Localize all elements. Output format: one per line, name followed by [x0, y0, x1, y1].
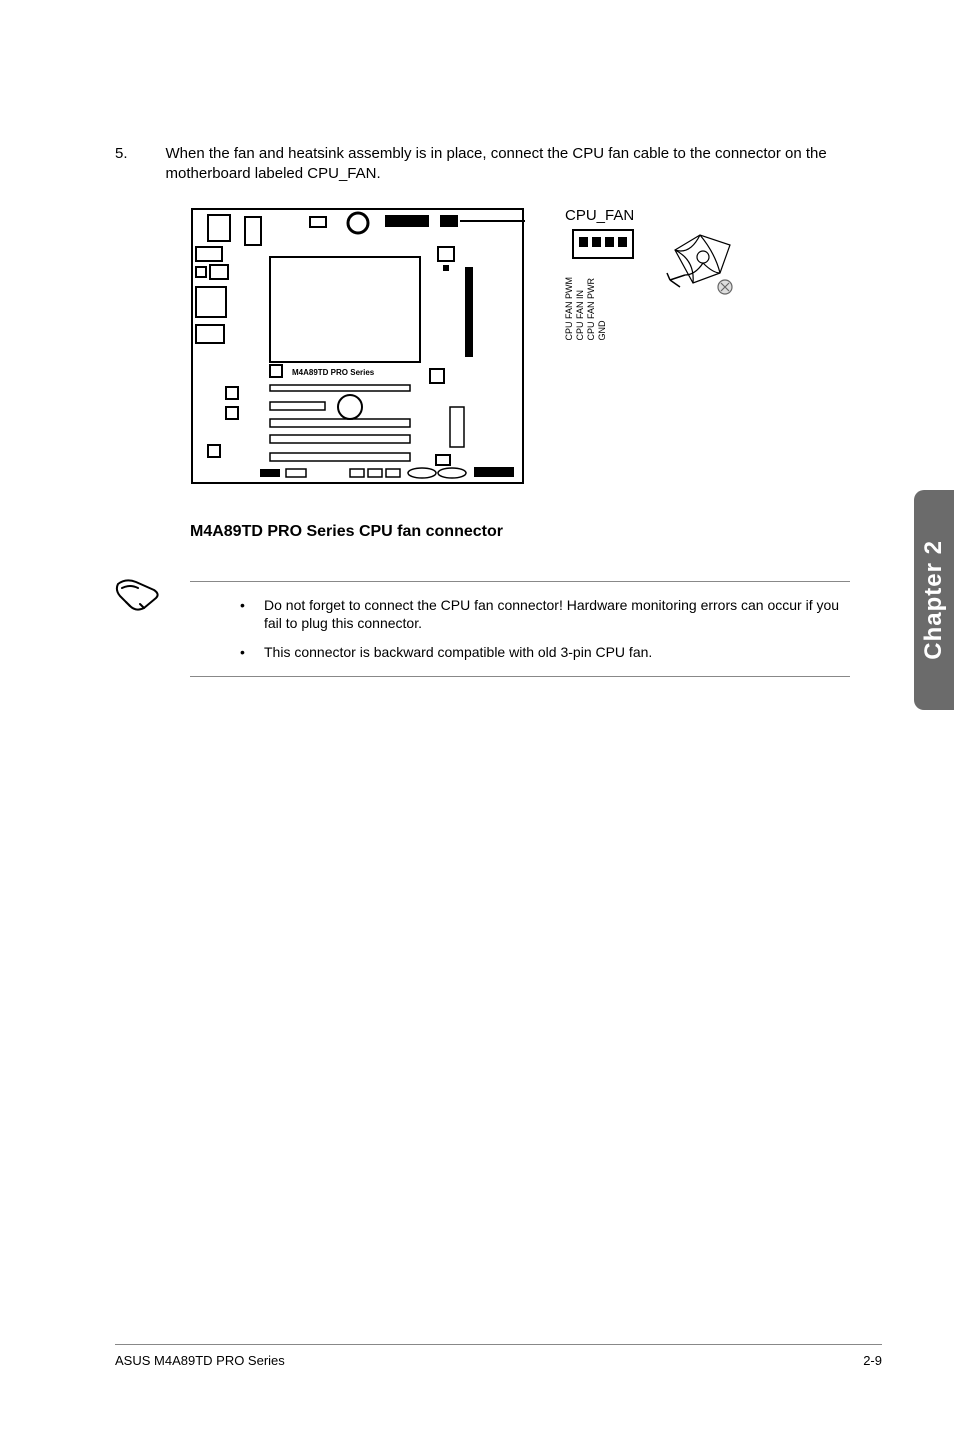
svg-text:M4A89TD PRO Series: M4A89TD PRO Series — [292, 368, 375, 377]
motherboard-svg: M4A89TD PRO Series — [190, 207, 525, 485]
motherboard-diagram: M4A89TD PRO Series — [190, 207, 740, 517]
pin-label: CPU FAN PWM — [564, 277, 574, 341]
chapter-tab: Chapter 2 — [914, 490, 954, 710]
step-number: 5. — [115, 144, 128, 185]
fan-icon — [665, 225, 745, 305]
note-block: Do not forget to connect the CPU fan con… — [190, 581, 850, 678]
note-item: Do not forget to connect the CPU fan con… — [240, 596, 850, 634]
footer-right: 2-9 — [863, 1353, 882, 1368]
note-item: This connector is backward compatible wi… — [240, 643, 850, 662]
pin-labels: CPU FAN PWM CPU FAN IN CPU FAN PWR GND — [564, 277, 607, 341]
connector-header — [572, 229, 634, 259]
pin-label: CPU FAN PWR — [586, 277, 596, 341]
figure-caption: M4A89TD PRO Series CPU fan connector — [190, 523, 855, 541]
footer-left: ASUS M4A89TD PRO Series — [115, 1353, 285, 1368]
pin-label: CPU FAN IN — [575, 277, 585, 341]
page-footer: ASUS M4A89TD PRO Series 2-9 — [115, 1344, 882, 1368]
page-content: 5. When the fan and heatsink assembly is… — [115, 144, 855, 677]
step-text: When the fan and heatsink assembly is in… — [166, 144, 855, 185]
chapter-tab-label: Chapter 2 — [920, 540, 948, 660]
pin-label: GND — [597, 277, 607, 341]
note-hand-icon — [112, 576, 162, 614]
instruction-step: 5. When the fan and heatsink assembly is… — [115, 144, 855, 185]
connector-label: CPU_FAN — [565, 207, 634, 224]
